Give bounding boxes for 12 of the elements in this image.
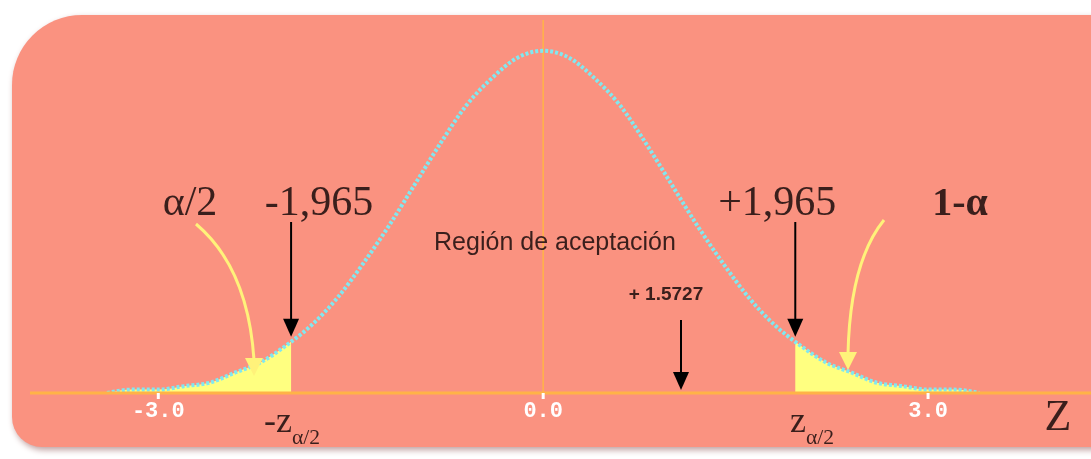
x-axis-title: Z [1044, 391, 1072, 440]
annotation: α/2 [162, 178, 218, 224]
annotation: -1,965 [264, 178, 374, 224]
annotation: + 1.5727 [628, 283, 704, 304]
text: -z$_{α/2}$ [263, 400, 321, 449]
annotation: Región de aceptación [434, 227, 676, 255]
text: z$_{α/2}$ [789, 400, 835, 449]
x-tick-label: 3.0 [908, 398, 948, 424]
annotation: 1-α [932, 179, 988, 224]
x-tick-label: 0.0 [523, 398, 563, 424]
annotation: +1,965 [718, 178, 837, 224]
x-tick-label: -3.0 [131, 398, 185, 424]
